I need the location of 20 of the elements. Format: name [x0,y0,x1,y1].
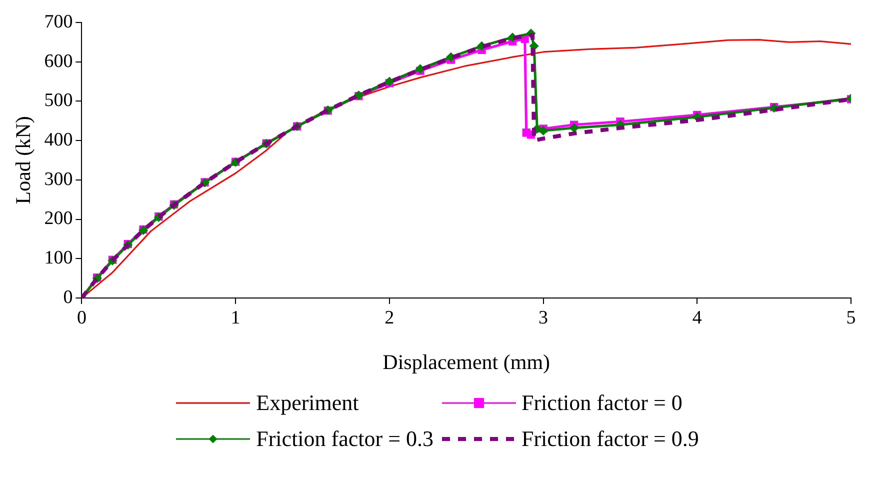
y-tick-label: 100 [44,248,73,269]
y-tick-label: 500 [44,90,73,112]
y-tick-label: 0 [63,286,73,308]
x-tick-label: 2 [384,307,394,328]
legend-label: Friction factor = 0 [522,390,682,416]
y-axis-title: Load (kN) [11,116,36,204]
legend-label: Friction factor = 0.9 [522,426,699,452]
x-tick-label: 5 [846,307,856,328]
y-tick-label: 300 [44,168,73,190]
legend-label: Friction factor = 0.3 [256,426,434,452]
y-tick-label: 400 [44,130,73,150]
x-tick-label: 1 [230,307,240,328]
x-tick-label: 0 [76,307,86,328]
y-tick-label: 700 [44,11,73,32]
y-tick-label: 600 [44,50,73,72]
y-tick-label: 200 [44,208,73,230]
x-tick-label: 3 [538,307,548,328]
x-axis-title: Displacement (mm) [382,350,550,374]
legend-label: Experiment [256,390,359,416]
x-tick-label: 4 [692,307,702,328]
